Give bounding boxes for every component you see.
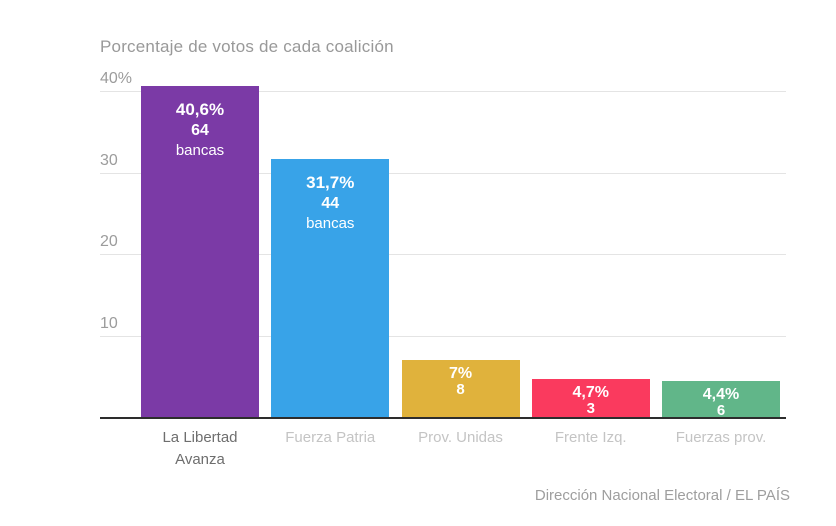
bar-bancas-text: bancas <box>306 214 355 232</box>
x-axis-label-2: Fuerza Patria <box>271 427 389 471</box>
y-axis-tick-label-30: 30 <box>100 151 118 169</box>
y-axis-tick-label-20: 20 <box>100 233 118 250</box>
bar-value-label: 40,6% 64 bancas <box>141 86 259 161</box>
x-axis-label-3: Prov. Unidas <box>402 427 520 471</box>
bar-bancas-text: bancas <box>175 142 225 160</box>
bar-value-label: 4,4% 6 <box>662 381 780 419</box>
source-credit: Dirección Nacional Electoral / EL PAÍS <box>534 487 790 504</box>
x-axis-label-1: La Libertad Avanza <box>141 427 259 471</box>
x-axis-label-line: Fuerza Patria <box>285 429 376 446</box>
bar-percent-text: 40,6% <box>175 100 225 120</box>
bar-value-label: 4,7% 3 <box>532 379 650 417</box>
x-axis-label-line: Frente Izq. <box>554 429 627 446</box>
x-axis-label-line: Prov. Unidas <box>418 429 503 446</box>
bars-row: 40,6% 64 bancas 31,7% 44 bancas 7% 8 4,7% 3 4,4% 6 <box>141 85 780 419</box>
bar-frenteizq: 4,7% 3 <box>531 378 650 417</box>
bar-fuerzapatria: 31,7% 44 bancas <box>271 158 390 417</box>
x-axis-label-4: Frente Izq. <box>532 427 650 471</box>
gridline-30 <box>100 172 786 174</box>
x-axis-line <box>100 417 786 419</box>
gridline-40 <box>100 91 786 92</box>
bar-seats-text: 8 <box>456 380 465 398</box>
bar-percent-text: 4,7% <box>572 383 609 401</box>
bar-percent-text: 4,4% <box>702 386 740 404</box>
bar-seats-text: 6 <box>716 402 726 420</box>
bar-value-label: 31,7% 44 bancas <box>271 159 389 234</box>
x-axis-label-line: Avanza <box>175 451 225 468</box>
x-axis-label-line: La Libertad <box>162 429 238 446</box>
chart-title: Porcentaje de votos de cada coalición <box>100 37 394 56</box>
bar-lalibertad-avanza: 40,6% 64 bancas <box>141 86 259 417</box>
bar-seats-text: 3 <box>586 399 595 417</box>
bar-value-label: 7% 8 <box>402 360 520 398</box>
x-axis-label-5: Fuerzas prov. <box>662 427 780 471</box>
bar-seats-text: 64 <box>191 122 209 140</box>
bar-fuerzasprov: 4,4% 6 <box>662 381 780 419</box>
gridline-10 <box>100 335 786 337</box>
x-axis-label-line: Fuerzas prov. <box>675 429 767 446</box>
bar-percent-text: 7% <box>448 364 473 382</box>
bar-seats-text: 44 <box>321 194 340 212</box>
gridline-20 <box>100 254 786 255</box>
y-axis-tick-label-10: 10 <box>100 314 118 332</box>
bar-percent-text: 31,7% <box>306 172 355 192</box>
y-axis-tick-label-40: 40% <box>100 70 133 87</box>
x-axis-labels-row: La Libertad Avanza Fuerza Patria Prov. Unid… <box>141 427 780 471</box>
bar-provunidas: 7% 8 <box>401 359 520 417</box>
